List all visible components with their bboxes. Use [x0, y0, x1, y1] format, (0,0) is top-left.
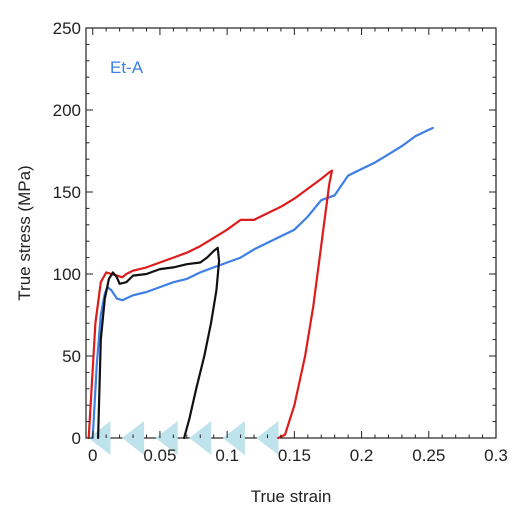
- series-line-2: [97, 246, 221, 440]
- y-tick-label-0: 0: [72, 429, 81, 448]
- x-tick-label-6: 0.3: [484, 446, 508, 465]
- x-tick-label-4: 0.2: [350, 446, 374, 465]
- y-tick-label-5: 250: [53, 19, 81, 38]
- ticks-layer: [86, 27, 497, 439]
- triangle-marker-0: [88, 421, 111, 455]
- x-tick-label-1: 0.05: [143, 446, 176, 465]
- plot-frame: [85, 27, 497, 439]
- x-tick-label-5: 0.25: [412, 446, 445, 465]
- x-axis-title: True strain: [251, 487, 332, 506]
- series-layer: [87, 126, 434, 440]
- y-tick-label-1: 50: [62, 347, 81, 366]
- y-tick-label-3: 150: [53, 183, 81, 202]
- triangle-marker-4: [222, 421, 245, 455]
- y-tick-label-2: 100: [53, 265, 81, 284]
- tick-labels-layer: 0 0.05 0.1 0.15 0.2 0.25 0.3 0 50 100 150 200 250: [53, 19, 508, 465]
- series-line-1: [87, 169, 334, 440]
- annotation-label: Et-A: [110, 58, 144, 77]
- x-tick-label-3: 0.15: [278, 446, 311, 465]
- x-tick-label-2: 0.1: [215, 446, 239, 465]
- y-axis-title: True stress (MPa): [15, 165, 34, 300]
- triangle-marker-2: [155, 421, 178, 455]
- y-tick-label-4: 200: [53, 101, 81, 120]
- x-tick-label-0: 0: [88, 446, 97, 465]
- series-line-0: [91, 126, 434, 440]
